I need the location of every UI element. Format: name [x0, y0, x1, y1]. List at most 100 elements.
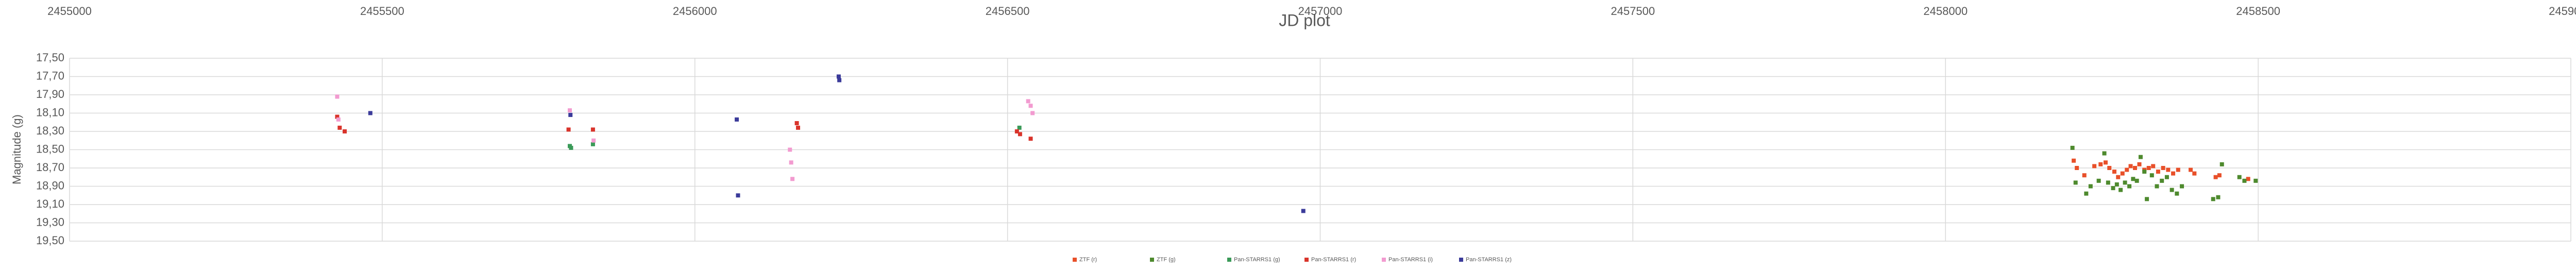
- y-tick-label: 17,50: [36, 51, 64, 64]
- data-point: [2192, 171, 2197, 176]
- legend-label: ZTF (r): [1079, 257, 1097, 263]
- legend-marker: [1459, 258, 1463, 262]
- data-point: [736, 193, 740, 198]
- data-point: [2120, 171, 2125, 176]
- x-tick-label: 2455000: [47, 5, 92, 18]
- data-point: [2116, 175, 2121, 179]
- data-point: [2156, 170, 2160, 174]
- data-point: [837, 78, 842, 82]
- data-point: [1014, 129, 1019, 133]
- data-point: [2084, 191, 2089, 196]
- data-point: [2180, 184, 2184, 189]
- data-point: [2137, 162, 2142, 166]
- x-tick-label: 2457500: [1611, 5, 1655, 18]
- legend-marker: [1382, 258, 1386, 262]
- legend-marker: [1073, 258, 1077, 262]
- data-point: [2176, 167, 2180, 172]
- x-tick-label: 2457000: [1298, 5, 1343, 18]
- x-tick-label: 2456500: [986, 5, 1030, 18]
- data-point: [2128, 164, 2133, 168]
- data-point: [336, 117, 341, 122]
- data-point: [2211, 197, 2215, 201]
- y-tick-label: 19,50: [36, 234, 64, 247]
- data-point: [2164, 175, 2169, 179]
- data-point: [591, 138, 596, 143]
- data-point: [2151, 164, 2156, 168]
- data-point: [2072, 158, 2076, 163]
- data-point: [836, 74, 841, 79]
- data-point: [2075, 166, 2079, 170]
- data-point: [790, 177, 795, 181]
- y-tick-label: 18,10: [36, 106, 64, 119]
- data-point: [2145, 197, 2149, 201]
- data-point: [2133, 166, 2138, 170]
- legend-label: Pan-STARRS1 (i): [1388, 257, 1433, 263]
- data-point: [2127, 184, 2132, 189]
- legend-marker: [1227, 258, 1231, 262]
- data-point: [2107, 166, 2112, 170]
- data-point: [2166, 167, 2171, 172]
- y-tick-label: 18,50: [36, 142, 64, 155]
- legend-marker: [1304, 258, 1309, 262]
- data-point: [2103, 160, 2108, 165]
- data-point: [2125, 167, 2129, 172]
- legend-label: ZTF (g): [1157, 257, 1176, 263]
- data-point: [2123, 180, 2127, 185]
- data-point: [2088, 184, 2093, 189]
- data-point: [2217, 173, 2222, 178]
- data-point: [796, 125, 801, 130]
- data-point: [2175, 191, 2179, 196]
- data-point: [2246, 177, 2250, 181]
- data-point: [2253, 178, 2258, 183]
- data-point: [2237, 175, 2242, 179]
- data-point: [1028, 104, 1033, 108]
- data-point: [2219, 162, 2224, 166]
- data-point: [2134, 178, 2139, 183]
- data-point: [2111, 186, 2115, 191]
- x-tick-label: 2456000: [673, 5, 717, 18]
- data-point: [2106, 180, 2110, 185]
- y-tick-label: 18,30: [36, 124, 64, 137]
- data-point: [569, 145, 573, 150]
- data-point: [2112, 170, 2116, 174]
- data-point: [794, 121, 799, 126]
- data-point: [335, 94, 340, 99]
- data-point: [2189, 167, 2193, 172]
- y-tick-label: 19,30: [36, 215, 64, 228]
- x-tick-label: 2458000: [1923, 5, 1968, 18]
- data-point: [2161, 166, 2165, 170]
- data-point: [788, 147, 792, 152]
- data-point: [2070, 145, 2075, 150]
- data-point: [2092, 164, 2097, 168]
- data-point: [368, 111, 372, 115]
- data-point: [2242, 178, 2247, 183]
- data-point: [2216, 195, 2221, 199]
- y-tick-label: 18,90: [36, 179, 64, 192]
- x-tick-label: 2458500: [2236, 5, 2280, 18]
- data-point: [568, 113, 573, 117]
- data-point: [1017, 125, 1022, 130]
- y-tick-label: 18,70: [36, 161, 64, 174]
- data-point: [335, 114, 340, 119]
- chart-title: JD plot: [1279, 11, 1330, 29]
- y-axis-label: Magnitude (g): [10, 114, 23, 184]
- data-point: [1018, 132, 1022, 137]
- data-point: [2138, 155, 2143, 159]
- data-point: [1028, 137, 1033, 141]
- legend-marker: [1150, 258, 1154, 262]
- data-point: [2170, 188, 2174, 192]
- y-tick-label: 17,70: [36, 69, 64, 82]
- data-point: [568, 108, 572, 113]
- y-tick-label: 19,10: [36, 197, 64, 210]
- data-point: [2160, 178, 2164, 183]
- data-point: [2082, 173, 2087, 178]
- data-point: [2142, 170, 2147, 174]
- data-point: [343, 129, 347, 133]
- data-point: [2114, 182, 2119, 187]
- data-point: [2171, 171, 2176, 176]
- data-point: [2119, 188, 2123, 192]
- legend-label: Pan-STARRS1 (r): [1311, 257, 1356, 263]
- legend-label: Pan-STARRS1 (z): [1466, 257, 1512, 263]
- data-point: [590, 127, 595, 132]
